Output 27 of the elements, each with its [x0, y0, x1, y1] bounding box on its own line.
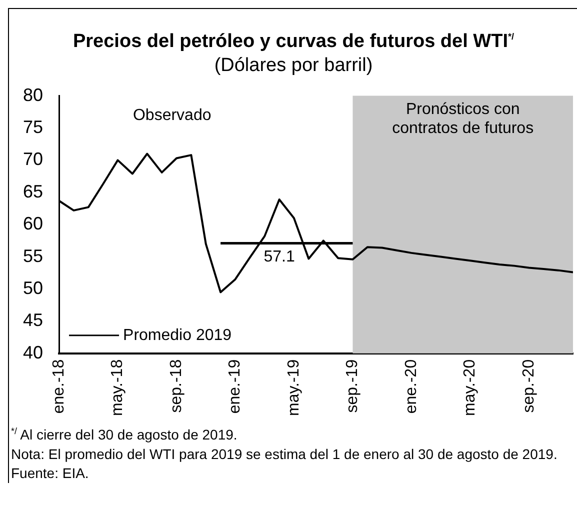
source-note: Fuente: EIA. [11, 464, 90, 483]
chart-subtitle: (Dólares por barril) [213, 55, 374, 77]
text: Nota: El promedio del WTI para 2019 se estima del 1 de enero al 30 de agosto de 2019. [11, 444, 558, 464]
x-tick-label: may.-19 [285, 359, 302, 416]
x-tick-label: sep.-18 [168, 359, 185, 413]
y-tick-label: 65 [22, 181, 44, 202]
x-tick-label: may.-18 [109, 359, 126, 416]
band-label: Pronósticos con contratos de futuros [392, 101, 534, 138]
annotation: Observado [132, 107, 212, 124]
x-tick-label: ene.-19 [226, 359, 244, 414]
chart-title: Precios del petróleo y curvas de futuros del WTI$^{*/}$ [72, 31, 515, 53]
legend-label: Promedio 2019 [123, 326, 232, 344]
y-tick-label: 60 [22, 214, 44, 234]
x-tick-label: ene.-20 [402, 359, 420, 414]
x-tick-label: ene.-18 [50, 359, 68, 414]
y-tick-label: 55 [22, 246, 44, 266]
y-tick-label: 75 [22, 116, 44, 137]
x-tick-label: sep.-19 [344, 359, 362, 413]
x-tick-label: sep.-20 [520, 359, 538, 413]
y-tick-label: 45 [22, 310, 44, 330]
y-tick-label: 70 [22, 149, 44, 170]
annotation: 57.1 [264, 248, 295, 266]
x-tick-label: may.-20 [462, 359, 479, 416]
y-tick-label: 80 [22, 84, 44, 105]
y-tick-label: 40 [22, 342, 44, 362]
y-tick-label: 50 [22, 278, 44, 298]
text: $^{*/}$ Al cierre del 30 de agosto de 2019. [11, 425, 238, 445]
